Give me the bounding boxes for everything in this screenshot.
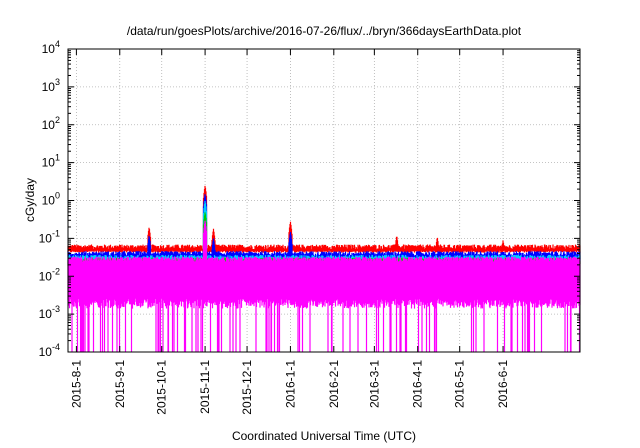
y-tick-exponent: 1	[55, 153, 60, 163]
y-tick-label: 100	[42, 191, 60, 208]
y-tick-label: 10-1	[39, 228, 60, 245]
y-tick-exponent: 2	[55, 115, 60, 125]
y-tick-exponent: -1	[52, 228, 60, 238]
y-tick-label: 10-2	[39, 266, 60, 283]
x-tick-label: 2015-8-1	[69, 360, 83, 408]
y-tick-label: 101	[42, 153, 60, 170]
y-tick-exponent: -3	[52, 304, 60, 314]
series-0-trace	[67, 185, 581, 253]
y-axis-label: cGy/day	[23, 178, 37, 222]
plot-area	[67, 185, 581, 352]
y-tick-label: 10-3	[39, 304, 60, 321]
x-axis: 2015-8-1 2015-9-1 2015-10-1 2015-11-1 2015-1…	[69, 49, 510, 415]
y-tick-exponent: -4	[52, 342, 60, 352]
y-tick-exponent: 0	[55, 191, 60, 201]
x-tick-label: 2015-10-1	[155, 360, 169, 415]
y-tick-label: 104	[42, 39, 60, 56]
y-tick-exponent: 4	[55, 39, 60, 49]
y-tick-label: 103	[42, 77, 60, 94]
y-tick-exponent: 3	[55, 77, 60, 87]
y-tick-label: 10-4	[39, 342, 60, 359]
x-tick-label: 2016-5-1	[453, 360, 467, 408]
x-tick-label: 2016-3-1	[367, 360, 381, 408]
grid	[68, 49, 580, 352]
chart-title: /data/run/goesPlots/archive/2016-07-26/f…	[127, 24, 522, 38]
x-tick-label: 2016-2-1	[327, 360, 341, 408]
x-tick-label: 2016-1-1	[283, 360, 297, 408]
x-tick-label: 2016-4-1	[411, 360, 425, 408]
x-tick-label: 2015-11-1	[198, 360, 212, 414]
x-tick-label: 2015-12-1	[240, 360, 254, 415]
x-axis-label: Coordinated Universal Time (UTC)	[232, 429, 416, 443]
x-tick-label: 2015-9-1	[113, 360, 127, 408]
x-tick-label: 2016-6-1	[496, 360, 510, 408]
y-tick-exponent: -2	[52, 266, 60, 276]
y-tick-label: 102	[42, 115, 60, 132]
